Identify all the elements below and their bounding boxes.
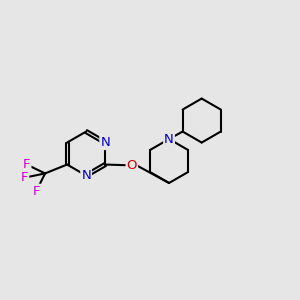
- Text: N: N: [164, 133, 174, 146]
- Text: N: N: [81, 169, 91, 182]
- Text: F: F: [23, 158, 30, 171]
- Text: N: N: [100, 136, 110, 149]
- Text: O: O: [127, 159, 137, 172]
- Text: F: F: [21, 171, 28, 184]
- Text: F: F: [32, 185, 40, 198]
